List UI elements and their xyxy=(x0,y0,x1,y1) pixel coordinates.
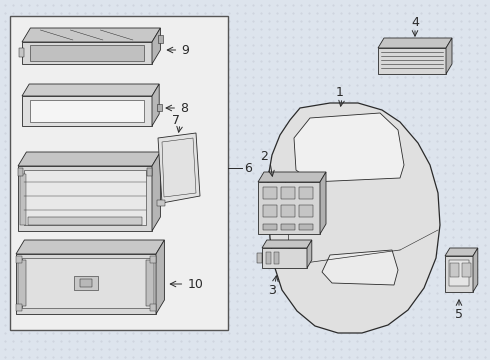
Bar xyxy=(257,253,262,263)
Text: 6: 6 xyxy=(244,162,252,175)
Polygon shape xyxy=(22,258,150,308)
Bar xyxy=(281,205,295,217)
Polygon shape xyxy=(320,172,326,234)
Bar xyxy=(299,187,313,199)
Bar xyxy=(150,256,156,263)
Polygon shape xyxy=(24,170,146,225)
Polygon shape xyxy=(258,172,326,182)
Bar xyxy=(147,168,152,176)
Polygon shape xyxy=(262,240,312,248)
Text: 1: 1 xyxy=(336,86,344,99)
Bar xyxy=(449,260,469,286)
Bar xyxy=(299,224,313,230)
Text: 9: 9 xyxy=(181,44,189,57)
Text: 10: 10 xyxy=(187,278,203,291)
Polygon shape xyxy=(156,240,165,314)
Polygon shape xyxy=(158,133,200,203)
Text: 8: 8 xyxy=(180,102,188,114)
Bar xyxy=(16,304,22,311)
Bar xyxy=(274,252,279,264)
Bar xyxy=(28,217,142,225)
Bar xyxy=(450,263,459,277)
Polygon shape xyxy=(268,103,440,333)
Text: 3: 3 xyxy=(268,284,276,297)
Polygon shape xyxy=(22,42,152,64)
Bar xyxy=(18,168,23,176)
Polygon shape xyxy=(445,248,478,256)
Text: 4: 4 xyxy=(411,17,419,30)
Bar xyxy=(462,263,471,277)
Bar xyxy=(30,45,144,61)
Polygon shape xyxy=(18,152,160,166)
Bar xyxy=(19,48,24,57)
Polygon shape xyxy=(378,38,452,48)
Bar xyxy=(158,35,163,43)
Text: 2: 2 xyxy=(260,150,268,163)
Polygon shape xyxy=(22,96,152,126)
Bar xyxy=(263,205,277,217)
Polygon shape xyxy=(473,248,478,292)
Polygon shape xyxy=(378,48,446,74)
Bar xyxy=(74,276,98,290)
Bar xyxy=(281,224,295,230)
Bar xyxy=(263,224,277,230)
Bar xyxy=(281,187,295,199)
Bar xyxy=(16,256,22,263)
Bar xyxy=(80,279,92,287)
Bar xyxy=(157,104,162,111)
Polygon shape xyxy=(16,254,156,314)
Polygon shape xyxy=(307,240,312,268)
Bar xyxy=(18,260,26,306)
Polygon shape xyxy=(446,38,452,74)
Bar xyxy=(150,304,156,311)
Polygon shape xyxy=(152,152,160,231)
Polygon shape xyxy=(322,250,398,285)
Text: 7: 7 xyxy=(172,113,180,126)
Polygon shape xyxy=(30,100,144,122)
Polygon shape xyxy=(152,84,159,126)
Text: 5: 5 xyxy=(455,307,463,320)
Polygon shape xyxy=(262,248,307,268)
Polygon shape xyxy=(258,182,320,234)
Polygon shape xyxy=(18,166,152,231)
Bar xyxy=(146,260,154,306)
Bar xyxy=(263,187,277,199)
Bar xyxy=(299,205,313,217)
Bar xyxy=(157,200,165,206)
Polygon shape xyxy=(294,113,404,182)
Polygon shape xyxy=(445,256,473,292)
Polygon shape xyxy=(16,240,165,254)
Bar xyxy=(20,174,26,225)
Polygon shape xyxy=(22,28,160,42)
Bar xyxy=(10,16,228,330)
Bar xyxy=(266,252,271,264)
Polygon shape xyxy=(152,28,160,64)
Polygon shape xyxy=(22,84,159,96)
